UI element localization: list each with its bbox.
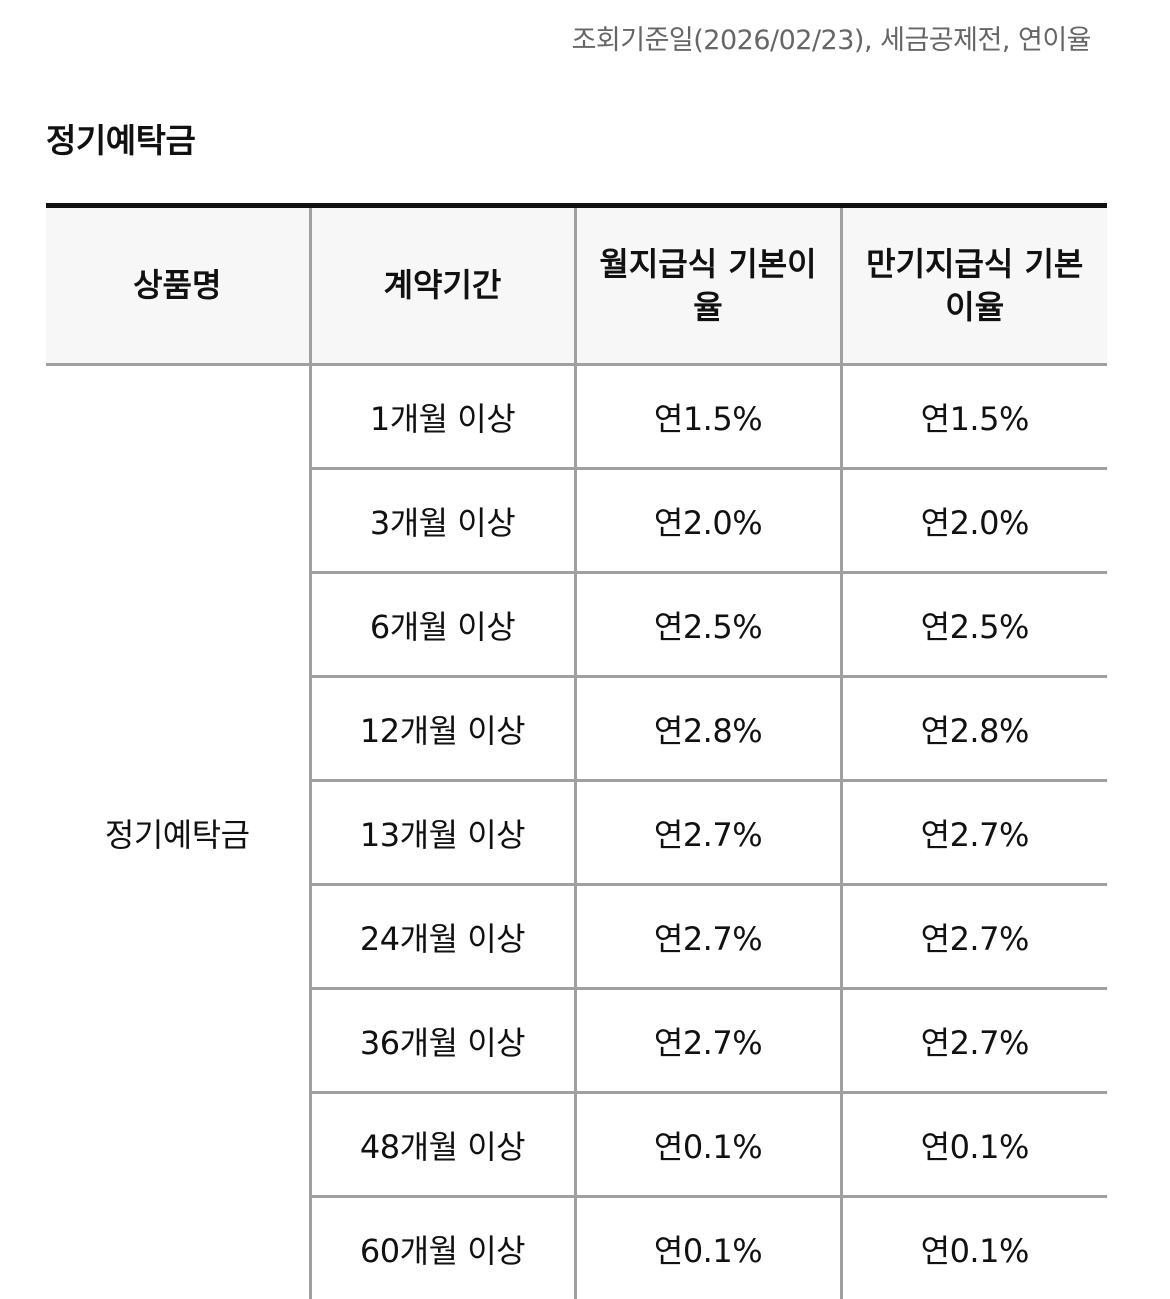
maturity-rate-cell: 연1.5% (841, 365, 1107, 469)
term-cell: 1개월 이상 (310, 365, 575, 469)
maturity-rate-cell: 연2.7% (841, 885, 1107, 989)
maturity-rate-cell: 연2.5% (841, 573, 1107, 677)
header-maturity-rate: 만기지급식 기본이율 (841, 206, 1107, 365)
term-cell: 6개월 이상 (310, 573, 575, 677)
monthly-rate-cell: 연2.5% (575, 573, 841, 677)
maturity-rate-cell: 연2.7% (841, 781, 1107, 885)
maturity-rate-cell: 연0.1% (841, 1197, 1107, 1299)
term-cell: 60개월 이상 (310, 1197, 575, 1299)
table-header-row: 상품명 계약기간 월지급식 기본이율 만기지급식 기본이율 (46, 206, 1107, 365)
section-title: 정기예탁금 (46, 114, 195, 162)
product-name-cell: 정기예탁금 (46, 365, 310, 1299)
term-cell: 12개월 이상 (310, 677, 575, 781)
monthly-rate-cell: 연1.5% (575, 365, 841, 469)
monthly-rate-cell: 연0.1% (575, 1093, 841, 1197)
header-monthly-rate: 월지급식 기본이율 (575, 206, 841, 365)
monthly-rate-cell: 연2.7% (575, 885, 841, 989)
table-row: 정기예탁금 1개월 이상 연1.5% 연1.5% (46, 365, 1107, 469)
maturity-rate-cell: 연2.7% (841, 989, 1107, 1093)
monthly-rate-cell: 연2.0% (575, 469, 841, 573)
monthly-rate-cell: 연2.7% (575, 989, 841, 1093)
term-cell: 24개월 이상 (310, 885, 575, 989)
interest-rate-table: 상품명 계약기간 월지급식 기본이율 만기지급식 기본이율 정기예탁금 1개월 … (46, 203, 1107, 1299)
header-product-name: 상품명 (46, 206, 310, 365)
maturity-rate-cell: 연2.8% (841, 677, 1107, 781)
reference-date-note: 조회기준일(2026/02/23), 세금공제전, 연이율 (572, 18, 1091, 57)
maturity-rate-cell: 연2.0% (841, 469, 1107, 573)
maturity-rate-cell: 연0.1% (841, 1093, 1107, 1197)
term-cell: 13개월 이상 (310, 781, 575, 885)
header-contract-term: 계약기간 (310, 206, 575, 365)
term-cell: 3개월 이상 (310, 469, 575, 573)
monthly-rate-cell: 연2.8% (575, 677, 841, 781)
term-cell: 48개월 이상 (310, 1093, 575, 1197)
monthly-rate-cell: 연0.1% (575, 1197, 841, 1299)
monthly-rate-cell: 연2.7% (575, 781, 841, 885)
term-cell: 36개월 이상 (310, 989, 575, 1093)
